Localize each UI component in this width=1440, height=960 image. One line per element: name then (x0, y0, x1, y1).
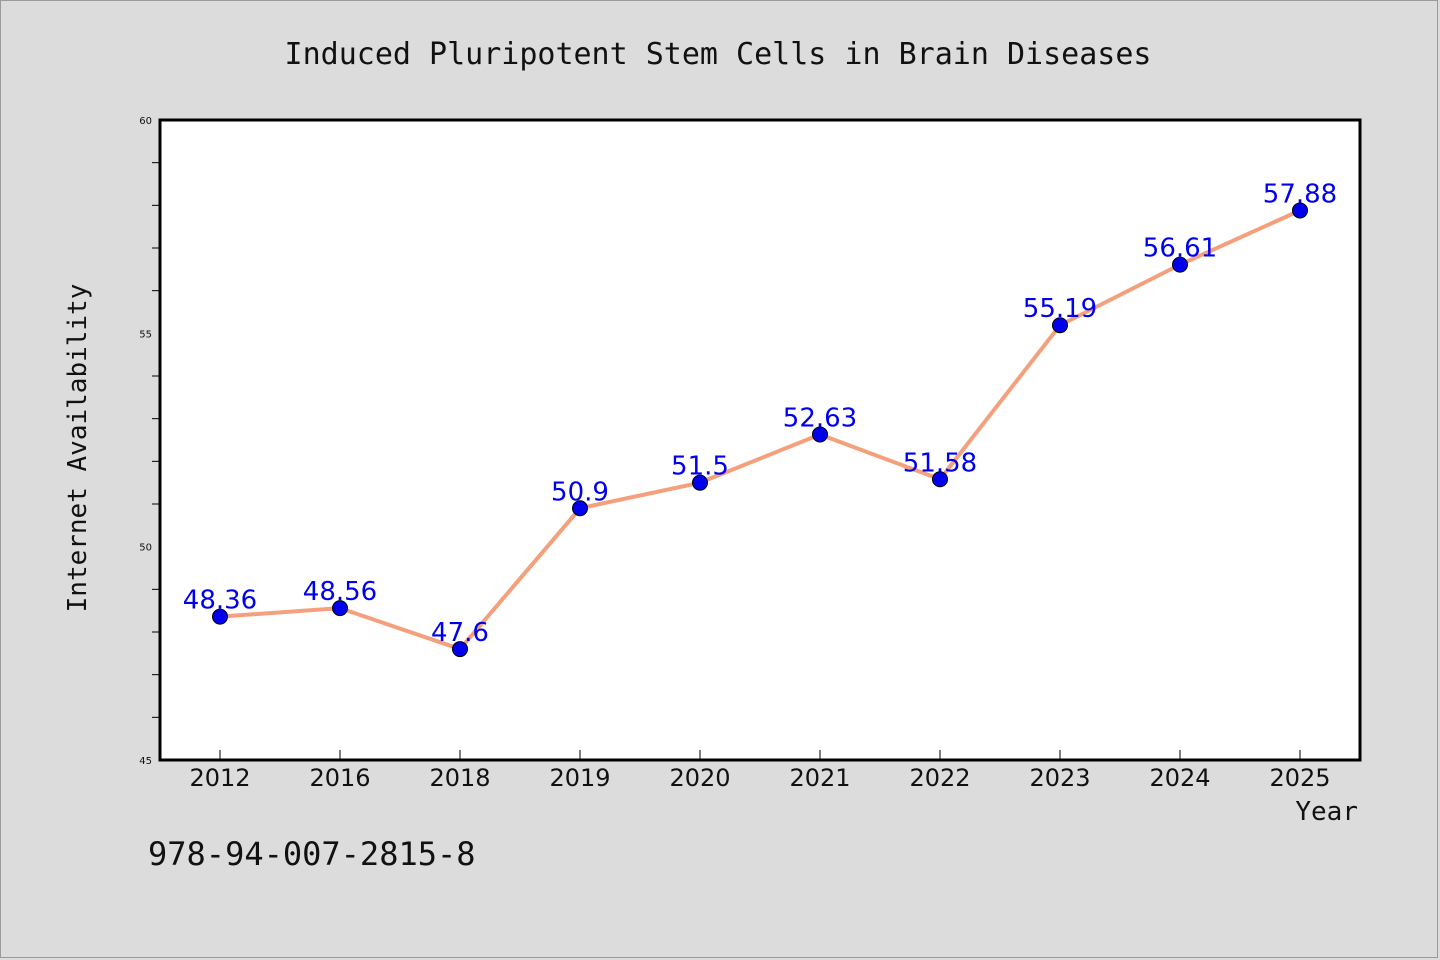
x-tick-label: 2021 (789, 764, 850, 792)
x-tick-label: 2020 (669, 764, 730, 792)
x-tick-label: 2025 (1269, 764, 1330, 792)
data-label: 57.88 (1263, 179, 1337, 209)
y-tick-label: 55 (139, 329, 152, 340)
data-point (812, 426, 828, 443)
data-point (572, 500, 588, 517)
plot-area (158, 118, 1362, 762)
data-point (932, 471, 948, 488)
x-tick-label: 2018 (429, 764, 490, 792)
data-point (332, 600, 348, 617)
data-point (1052, 317, 1068, 334)
data-labels-group: 48.36 48.56 47.6 50.9 51.5 52.63 51.58 55.19 56.… (183, 179, 1337, 648)
data-label: 50.9 (551, 477, 609, 507)
x-axis-label: Year (1295, 797, 1358, 827)
x-tick-label: 2012 (189, 764, 250, 792)
series-line-group (218, 208, 1302, 652)
data-point (692, 474, 708, 491)
data-point (1172, 256, 1188, 273)
data-point (452, 641, 468, 658)
data-point (212, 608, 228, 625)
x-tick-label: 2023 (1029, 764, 1090, 792)
data-label: 55.19 (1023, 294, 1097, 324)
data-point (1292, 202, 1308, 219)
x-tick-label: 2022 (909, 764, 970, 792)
data-label: 56.61 (1143, 234, 1217, 264)
y-tick-label: 45 (139, 756, 152, 767)
x-tick-label: 2019 (549, 764, 610, 792)
series-line (218, 208, 1302, 652)
y-tick-label: 50 (139, 543, 152, 554)
y-axis-label: Internet Availability (63, 284, 93, 613)
y-axis: 45 50 55 60 (139, 116, 160, 767)
data-label: 47.6 (431, 618, 489, 648)
data-label: 52.63 (783, 403, 857, 433)
data-label: 51.5 (671, 452, 729, 482)
data-label: 48.36 (183, 586, 257, 616)
data-label: 51.58 (903, 448, 977, 478)
x-tick-label: 2024 (1149, 764, 1210, 792)
markers-group (212, 202, 1308, 658)
data-label: 48.56 (303, 577, 377, 607)
x-tick-label: 2016 (309, 764, 370, 792)
y-tick-label: 60 (139, 116, 152, 127)
isbn-text: 978-94-007-2815-8 (148, 835, 476, 873)
chart-title: Induced Pluripotent Stem Cells in Brain … (285, 37, 1152, 72)
x-axis: 2012 2016 2018 2019 2020 2021 2022 2023 2024 2025 (189, 750, 1331, 792)
